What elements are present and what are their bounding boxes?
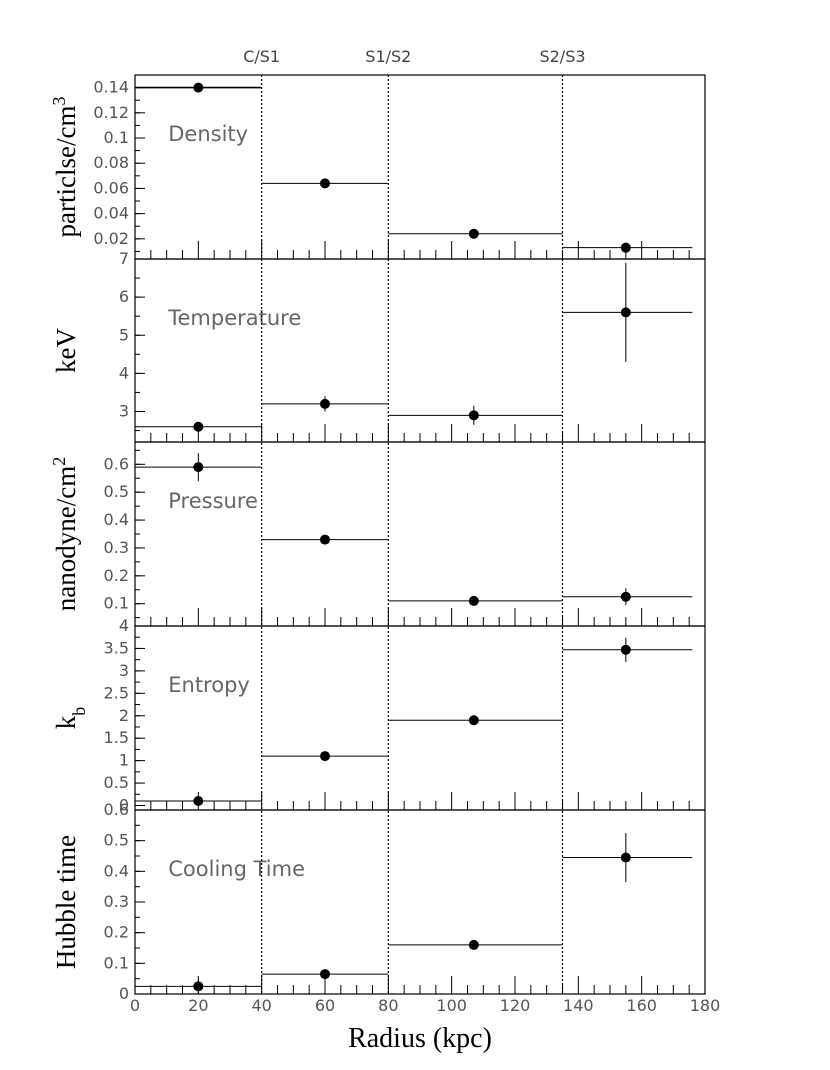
data-point-pressure [320,534,330,545]
data-point-temperature [468,410,479,421]
x-tick-label: 0 [130,996,140,1015]
data-point-cooling [320,969,330,980]
y-tick-label: 0.04 [93,204,129,223]
x-tick-label: 180 [690,996,721,1015]
y-tick-label: 0.3 [104,892,129,911]
y-axis-label-superscript: 3 [49,97,69,106]
y-tick-label: 0.6 [104,800,129,819]
panel-label-density: Density [168,122,248,146]
divider-label: S1/S2 [365,47,411,66]
data-point-cooling [468,939,479,950]
y-tick-label: 0.4 [104,510,129,529]
panel-frame-cooling [134,809,706,995]
y-tick-label: 0.06 [93,178,129,197]
panel-label-cooling: Cooling Time [168,857,305,881]
x-tick-label: 20 [188,996,208,1015]
x-tick-label: 100 [436,996,467,1015]
divider-label: S2/S3 [539,47,585,66]
data-point-pressure [468,595,479,606]
y-tick-label: 4 [119,363,129,382]
y-tick-label: 0.08 [93,153,129,172]
panel-label-pressure: Pressure [168,489,258,513]
data-point-density [620,242,631,253]
y-tick-label: 0.6 [104,454,129,473]
y-axis-label-temperature: keV [51,328,81,373]
panel-frame-temperature [134,258,706,443]
x-tick-label: 60 [315,996,335,1015]
y-tick-label: 0 [119,796,129,815]
y-tick-label: 1.5 [104,728,129,747]
x-tick-label: 120 [500,996,531,1015]
data-point-entropy [620,644,631,655]
y-tick-label: 0.2 [104,566,129,585]
panel-frame-pressure [134,441,706,627]
data-point-temperature [620,307,631,318]
y-tick-label: 7 [119,249,129,268]
panel-frame-entropy [134,625,706,811]
data-point-pressure [193,462,204,473]
data-point-cooling [620,852,631,863]
x-tick-label: 160 [626,996,657,1015]
y-tick-label: 0.3 [104,538,129,557]
y-tick-label: 0.1 [104,953,129,972]
panel-label-temperature: Temperature [167,306,301,330]
data-point-density [320,178,330,189]
data-point-entropy [193,796,204,807]
panel-label-entropy: Entropy [168,673,250,697]
data-point-pressure [620,591,631,602]
y-axis-label-cooling: Hubble time [51,835,81,969]
y-axis-label-entropy: kb [51,707,89,730]
y-tick-label: 0.1 [104,594,129,613]
data-point-temperature [193,421,204,432]
x-tick-label: 40 [251,996,271,1015]
data-point-entropy [468,715,479,726]
x-tick-label: 140 [563,996,594,1015]
y-tick-label: 0.4 [104,861,129,880]
y-tick-label: 3 [119,661,129,680]
y-tick-label: 0.1 [104,128,129,147]
y-axis-label-pressure: nanodyne/cm2 [49,457,81,611]
y-tick-label: 4 [119,616,129,635]
y-tick-label: 0.02 [93,229,129,248]
y-axis-label-subscript: b [69,707,89,716]
y-tick-label: 0.2 [104,923,129,942]
y-tick-label: 0.12 [93,103,129,122]
y-tick-label: 2 [119,706,129,725]
y-axis-label-density: particlse/cm3 [49,97,81,238]
data-point-density [468,228,479,239]
y-tick-label: 3.5 [104,638,129,657]
y-tick-label: 3 [119,402,129,421]
divider-label: C/S1 [243,47,280,66]
y-tick-label: 0 [119,984,129,1003]
y-tick-label: 1 [119,751,129,770]
panel-frame-density [134,74,706,260]
y-tick-label: 2.5 [104,683,129,702]
data-point-density [193,82,204,93]
y-tick-label: 5 [119,325,129,344]
data-point-entropy [320,751,330,762]
x-axis-label: Radius (kpc) [348,1023,492,1054]
y-tick-label: 0.5 [104,831,129,850]
x-tick-label: 80 [378,996,398,1015]
data-point-temperature [320,398,330,409]
y-tick-label: 6 [119,287,129,306]
y-tick-label: 0.5 [104,773,129,792]
y-axis-label-superscript: 2 [49,457,69,466]
data-point-cooling [193,981,204,992]
y-tick-label: 0.14 [93,78,129,97]
y-tick-label: 0.5 [104,482,129,501]
